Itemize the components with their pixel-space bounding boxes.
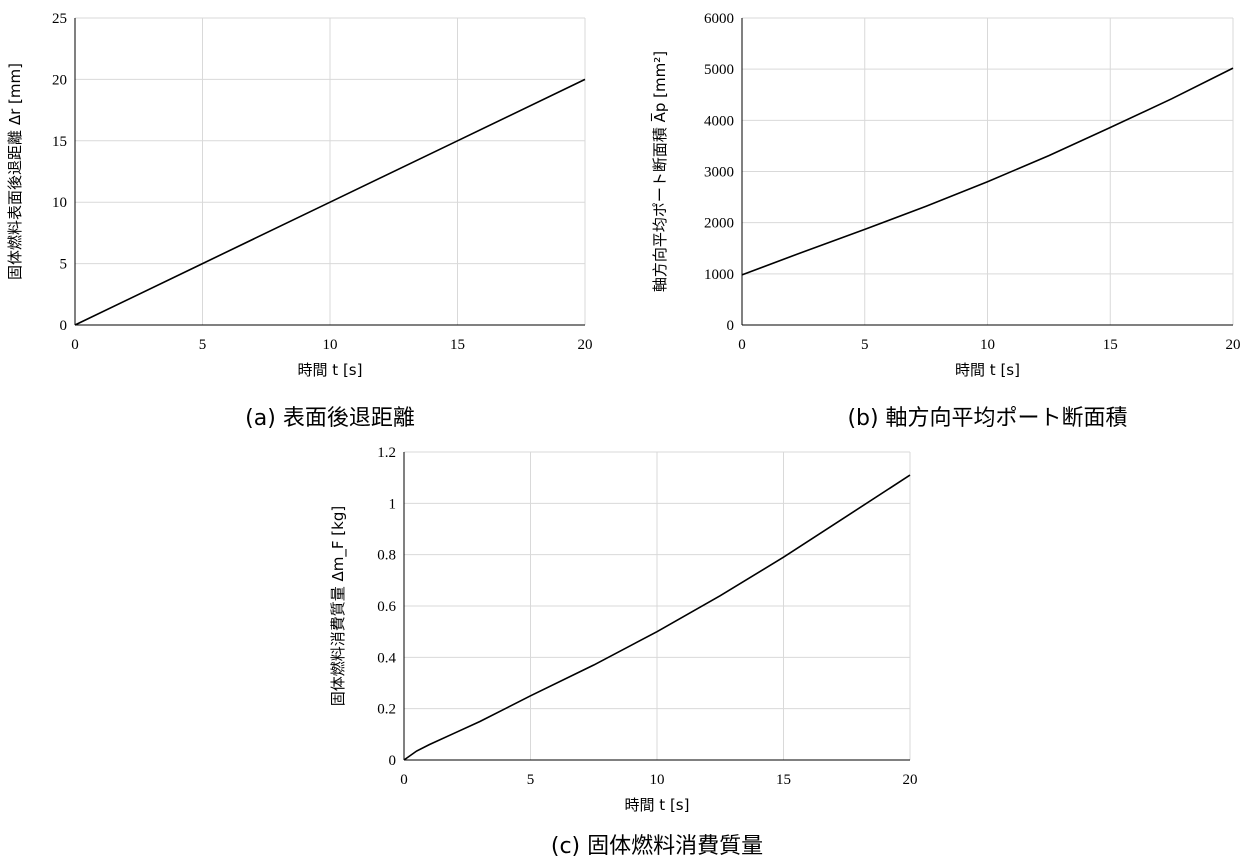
- y-tick-label: 1000: [704, 267, 734, 283]
- series-line: [74, 78, 586, 326]
- y-tick-label: 1.2: [377, 445, 396, 461]
- y-tick-label: 0.8: [377, 548, 396, 564]
- x-axis-label: 時間 t [s]: [625, 796, 690, 814]
- chart-caption: (a) 表面後退距離: [245, 406, 415, 431]
- y-tick-label: 2000: [704, 216, 734, 232]
- x-tick-label: 20: [1226, 337, 1241, 353]
- x-tick-label: 0: [738, 337, 746, 353]
- x-axis-label: 時間 t [s]: [955, 361, 1020, 379]
- y-tick-label: 4000: [704, 113, 734, 129]
- x-tick-label: 10: [980, 337, 995, 353]
- y-tick-label: 15: [52, 134, 67, 150]
- y-tick-label: 0: [727, 318, 735, 334]
- y-tick-label: 0: [60, 318, 68, 334]
- chart-a-surface-regression: 0 5 10 15 20 0 5 10 15 20 25 時間 t [s] 固体燃料表面後退距離 Δr …: [6, 11, 593, 431]
- x-tick-label: 10: [323, 337, 338, 353]
- chart-caption: (b) 軸方向平均ポート断面積: [847, 406, 1127, 431]
- y-axis-label: 固体燃料表面後退距離 Δr [mm]: [6, 63, 24, 280]
- chart-b-port-area: 0 5 10 15 20 0 1000 2000 3000 4000 5000 6000 時間 t [s…: [650, 11, 1240, 431]
- y-tick-label: 25: [52, 11, 67, 27]
- x-tick-label: 15: [1103, 337, 1118, 353]
- x-tick-label: 5: [861, 337, 869, 353]
- x-tick-label: 5: [199, 337, 207, 353]
- x-tick-label: 15: [776, 772, 791, 788]
- y-tick-label: 5000: [704, 62, 734, 78]
- y-axis-label: 固体燃料消費質量 Δm_F [kg]: [329, 506, 348, 706]
- x-tick-label: 5: [527, 772, 535, 788]
- x-tick-label: 15: [450, 337, 465, 353]
- y-tick-label: 1: [389, 496, 397, 512]
- y-tick-label: 0: [389, 753, 397, 769]
- chart-c-fuel-mass: 0 5 10 15 20 0 0.2 0.4 0.6 0.8 1 1.2 時間 t [s] 固体燃料消費質…: [329, 445, 918, 859]
- x-tick-label: 10: [650, 772, 665, 788]
- y-tick-label: 10: [52, 195, 67, 211]
- y-tick-label: 0.6: [377, 599, 396, 615]
- y-tick-label: 0.4: [377, 650, 396, 666]
- y-tick-label: 0.2: [377, 702, 396, 718]
- x-tick-label: 0: [71, 337, 79, 353]
- x-tick-label: 0: [400, 772, 408, 788]
- series-line: [741, 67, 1234, 276]
- chart-caption: (c) 固体燃料消費質量: [551, 834, 763, 859]
- x-axis-label: 時間 t [s]: [298, 361, 363, 379]
- y-tick-label: 20: [52, 72, 67, 88]
- y-tick-label: 6000: [704, 11, 734, 27]
- y-axis-label: 軸方向平均ポート断面積 A̅p [mm²]: [650, 51, 669, 292]
- x-tick-label: 20: [578, 337, 593, 353]
- series-line: [403, 474, 911, 761]
- y-tick-label: 3000: [704, 165, 734, 181]
- y-tick-label: 5: [60, 257, 68, 273]
- x-tick-label: 20: [903, 772, 918, 788]
